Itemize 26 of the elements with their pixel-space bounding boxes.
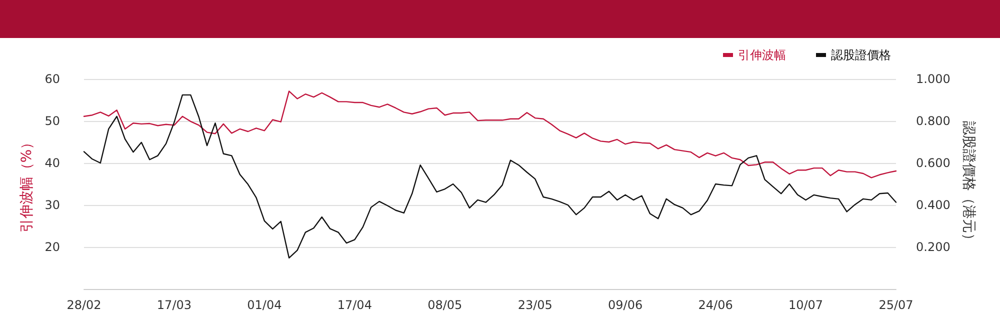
y-tick-label: 30	[44, 198, 60, 212]
y-tick-label: 50	[44, 114, 60, 128]
x-tick-label: 09/06	[608, 298, 643, 312]
legend-label: 引伸波幅	[738, 48, 786, 62]
y-tick-label: 40	[44, 156, 60, 170]
y2-tick-label: 0.200	[916, 240, 950, 254]
x-tick-label: 23/05	[518, 298, 552, 312]
x-tick-label: 28/02	[66, 298, 102, 312]
x-tick-label: 17/03	[156, 298, 192, 312]
y-axis-title: 引伸波幅（%）	[18, 135, 35, 233]
y2-tick-label: 0.400	[916, 198, 950, 212]
x-tick-label: 25/07	[878, 298, 914, 312]
y-tick-label: 60	[44, 72, 60, 86]
y2-tick-label: 0.600	[916, 156, 950, 170]
y2-axis-title: 認股證價格（港元）	[960, 121, 976, 247]
x-tick-label: 08/05	[428, 298, 462, 312]
y-tick-label: 20	[44, 240, 60, 254]
legend-label: 認股證價格	[831, 48, 891, 62]
line-series	[83, 90, 897, 178]
x-tick-label: 24/06	[698, 298, 733, 312]
line-series	[83, 94, 897, 259]
y2-tick-label: 0.800	[916, 114, 950, 128]
x-tick-label: 01/04	[247, 298, 282, 312]
x-tick-label: 17/04	[337, 298, 372, 312]
x-tick-label: 10/07	[788, 298, 824, 312]
y2-tick-label: 1.000	[916, 72, 950, 86]
